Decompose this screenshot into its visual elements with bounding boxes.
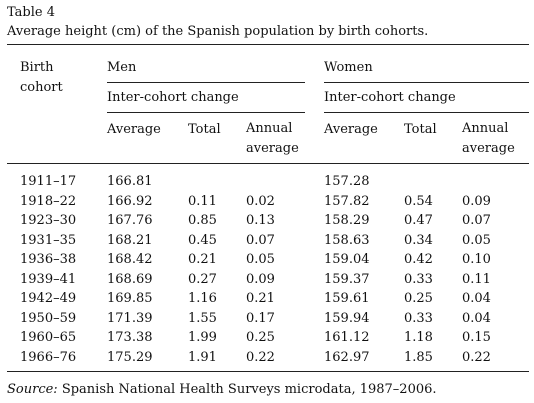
table-cell: 0.02 [246, 193, 275, 209]
table-cell: 173.38 [107, 330, 153, 345]
table-cell: 0.15 [462, 330, 491, 345]
cohort-header: Birth cohort [20, 60, 63, 95]
table-cell: 0.09 [246, 271, 275, 287]
table-cell: 167.76 [107, 213, 153, 228]
women-header: Women [324, 60, 373, 75]
table-cell: 159.94 [324, 310, 370, 326]
table-cell: 0.11 [462, 271, 491, 287]
table-cell: 159.04 [324, 252, 370, 267]
women-change-header: Inter-cohort change [324, 90, 456, 105]
table-cell: 0.04 [462, 310, 491, 326]
table-cell: 0.42 [404, 252, 433, 267]
table-cell: 1.18 [404, 330, 433, 345]
table-label: Table 4 [7, 5, 55, 20]
table-cell: 0.13 [246, 213, 275, 228]
column-header: Total [404, 122, 437, 137]
table-cell: 175.29 [107, 349, 153, 365]
table-cell: 162.97 [324, 349, 370, 365]
table-cell: 0.07 [462, 213, 491, 228]
row-label: 1966–76 [20, 349, 77, 365]
row-label: 1960–65 [20, 330, 77, 345]
table-cell: 0.17 [246, 310, 275, 326]
table-cell: 168.69 [107, 271, 153, 287]
table-cell: 0.54 [404, 193, 433, 209]
table-cell: 0.05 [462, 232, 491, 248]
table-cell: 0.11 [188, 193, 217, 209]
table-cell: 0.10 [462, 252, 491, 267]
table-cell: 0.33 [404, 271, 433, 287]
column-header: Annual average [246, 121, 299, 156]
column-header: Average [107, 122, 161, 137]
row-label: 1923–30 [20, 213, 77, 228]
row-label: 1918–22 [20, 193, 77, 209]
table-cell: 0.21 [188, 252, 217, 267]
women-rule [324, 82, 529, 83]
table-cell: 169.85 [107, 291, 153, 306]
table-cell: 158.63 [324, 232, 370, 248]
table-cell: 1.99 [188, 330, 217, 345]
men-change-header: Inter-cohort change [107, 90, 239, 105]
table-cell: 161.12 [324, 330, 370, 345]
table-cell: 1.85 [404, 349, 433, 365]
table-cell: 157.82 [324, 193, 370, 209]
table-cell: 0.25 [246, 330, 275, 345]
row-label: 1911–17 [20, 174, 77, 189]
table-cell: 0.45 [188, 232, 217, 248]
table-cell: 0.25 [404, 291, 433, 306]
table-cell: 159.61 [324, 291, 370, 306]
table-cell: 0.05 [246, 252, 275, 267]
column-header: Annual average [462, 121, 515, 156]
source-label: Source: [7, 382, 58, 397]
row-label: 1936–38 [20, 252, 77, 267]
table-cell: 171.39 [107, 310, 153, 326]
table-cell: 168.21 [107, 232, 153, 248]
row-label: 1942–49 [20, 291, 77, 306]
header-rule [7, 163, 529, 164]
men-change-rule [107, 112, 305, 113]
table-cell: 0.33 [404, 310, 433, 326]
men-header: Men [107, 60, 137, 75]
table-cell: 0.27 [188, 271, 217, 287]
table-cell: 1.16 [188, 291, 217, 306]
table-cell: 0.09 [462, 193, 491, 209]
table-cell: 1.91 [188, 349, 217, 365]
table-cell: 158.29 [324, 213, 370, 228]
row-label: 1950–59 [20, 310, 77, 326]
bottom-rule [7, 371, 529, 372]
table-cell: 1.55 [188, 310, 217, 326]
table-cell: 166.81 [107, 174, 153, 189]
table-cell: 0.47 [404, 213, 433, 228]
table-cell: 159.37 [324, 271, 370, 287]
women-change-rule [324, 112, 529, 113]
source-text: Spanish National Health Surveys microdat… [61, 382, 437, 397]
table-cell: 157.28 [324, 174, 370, 189]
table-cell: 0.04 [462, 291, 491, 306]
table-cell: 0.22 [462, 349, 491, 365]
table-cell: 0.34 [404, 232, 433, 248]
column-header: Average [324, 122, 378, 137]
men-rule [107, 82, 305, 83]
row-label: 1939–41 [20, 271, 77, 287]
table-caption: Average height (cm) of the Spanish popul… [7, 24, 429, 39]
table-cell: 168.42 [107, 252, 153, 267]
column-header: Total [188, 122, 221, 137]
source-note: Source: Spanish National Health Surveys … [7, 381, 437, 399]
top-rule [7, 44, 529, 45]
row-label: 1931–35 [20, 232, 77, 248]
table-cell: 0.85 [188, 213, 217, 228]
table-cell: 166.92 [107, 193, 153, 209]
table-cell: 0.22 [246, 349, 275, 365]
table-cell: 0.21 [246, 291, 275, 306]
table-cell: 0.07 [246, 232, 275, 248]
